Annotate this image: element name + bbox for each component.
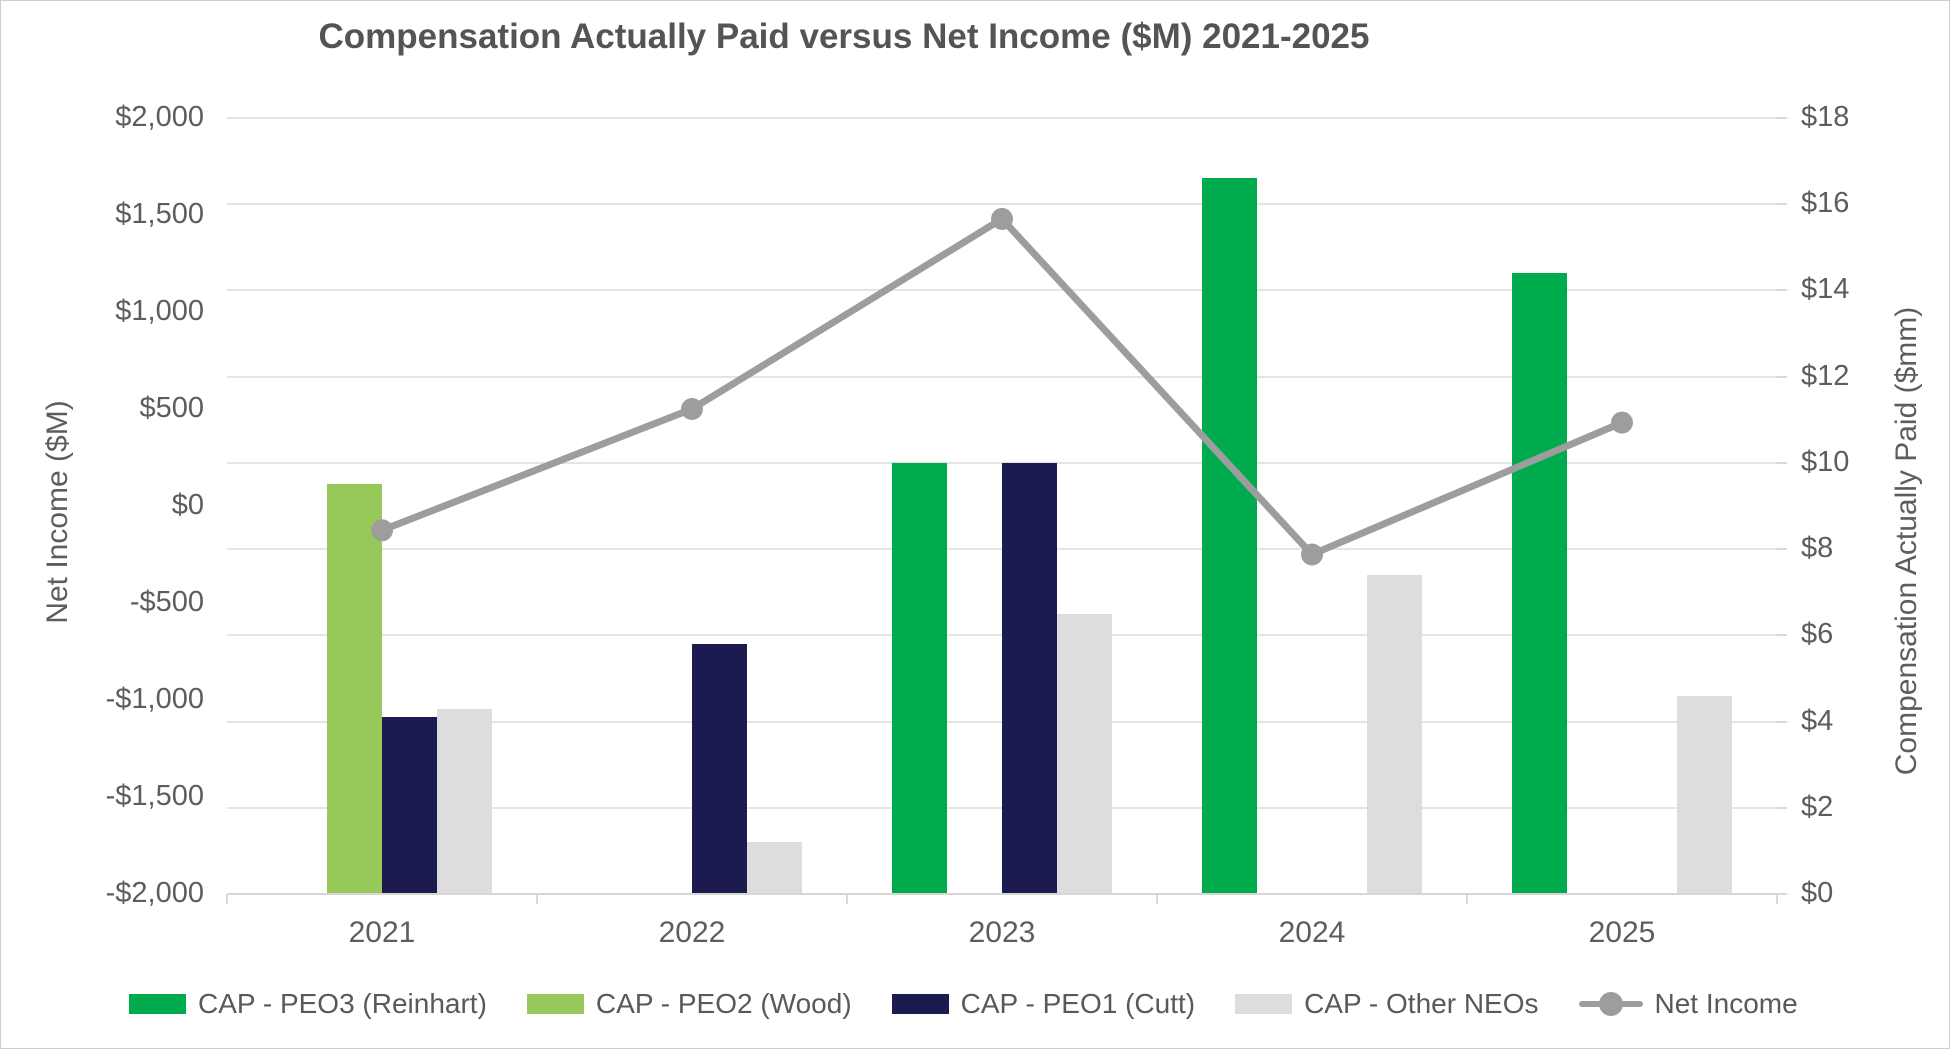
legend-item-cap-peo2-wood[interactable]: CAP - PEO2 (Wood): [526, 988, 852, 1020]
bar-cap-peo1-cutt-2023[interactable]: [1002, 463, 1057, 894]
legend-line-marker-swatch: [1578, 992, 1643, 1016]
x-axis-label: 2023: [968, 916, 1036, 949]
right-axis-tick-mark: [1777, 462, 1787, 464]
x-axis-label: 2021: [348, 916, 416, 949]
right-axis-tick-label: $8: [1801, 532, 1834, 564]
legend-item-net-income[interactable]: Net Income: [1578, 988, 1798, 1020]
right-axis-tick-mark: [1777, 289, 1787, 291]
gridline: [227, 203, 1777, 205]
x-axis-tick-mark: [1156, 894, 1158, 904]
bar-cap-peo3-reinhart-2024[interactable]: [1202, 178, 1257, 894]
right-axis-tick-label: $16: [1801, 187, 1850, 219]
bar-cap-other-neos-2021[interactable]: [437, 709, 492, 894]
plot-area: [227, 117, 1777, 895]
chart-title: Compensation Actually Paid versus Net In…: [318, 17, 1370, 56]
x-axis-label: 2024: [1278, 916, 1346, 949]
right-axis-tick-mark: [1777, 807, 1787, 809]
right-axis-tick-label: $2: [1801, 791, 1834, 823]
left-axis-tick-label: $2,000: [115, 101, 204, 133]
bar-cap-peo3-reinhart-2025[interactable]: [1512, 273, 1567, 894]
left-axis-tick-label: $1,000: [115, 295, 204, 327]
left-axis-tick-label: $0: [171, 489, 204, 521]
bar-cap-other-neos-2023[interactable]: [1057, 614, 1112, 894]
left-axis-tick-label: $500: [139, 392, 204, 424]
net-income-line: [371, 207, 1633, 566]
left-axis-tick-label: -$1,000: [105, 683, 204, 715]
legend-label: CAP - Other NEOs: [1304, 988, 1539, 1019]
right-axis-tick-mark: [1777, 634, 1787, 636]
bar-cap-peo3-reinhart-2023[interactable]: [892, 463, 947, 894]
right-axis-tick-label: $12: [1801, 360, 1850, 392]
gridline: [227, 289, 1777, 291]
right-axis-tick-mark: [1777, 117, 1787, 119]
right-axis-tick-mark: [1777, 203, 1787, 205]
legend-label: CAP - PEO2 (Wood): [595, 988, 852, 1019]
x-axis-tick-mark: [536, 894, 538, 904]
right-axis-tick-label: $6: [1801, 618, 1834, 650]
right-axis-tick-label: $10: [1801, 446, 1850, 478]
x-axis-tick-mark: [846, 894, 848, 904]
legend-item-cap-peo1-cutt[interactable]: CAP - PEO1 (Cutt): [891, 988, 1196, 1020]
x-axis-label: 2022: [658, 916, 726, 949]
legend-color-swatch: [526, 994, 584, 1014]
right-axis-tick-mark: [1777, 893, 1787, 895]
right-axis-tick-mark: [1777, 721, 1787, 723]
left-axis-tick-label: $1,500: [115, 198, 204, 230]
gridline: [227, 117, 1777, 119]
bar-cap-other-neos-2025[interactable]: [1677, 696, 1732, 894]
gridline: [227, 376, 1777, 378]
net-income-marker-2021[interactable]: [371, 519, 393, 542]
left-axis-tick-label: -$2,000: [105, 877, 204, 909]
right-axis-tick-label: $14: [1801, 273, 1850, 305]
x-axis-line: [227, 893, 1777, 895]
bar-cap-peo1-cutt-2022[interactable]: [692, 644, 747, 894]
legend-color-swatch: [1235, 994, 1293, 1014]
legend-label: CAP - PEO1 (Cutt): [960, 988, 1196, 1019]
net-income-marker-2024[interactable]: [1301, 543, 1323, 566]
net-income-polyline: [380, 214, 1624, 559]
legend-color-swatch: [891, 994, 949, 1014]
legend-color-swatch: [129, 994, 186, 1014]
right-axis-tick-mark: [1777, 376, 1787, 378]
legend: CAP - PEO3 (Reinhart) CAP - PEO2 (Wood) CA…: [129, 985, 1798, 1023]
bar-cap-other-neos-2022[interactable]: [747, 842, 802, 894]
left-axis-tick-label: -$1,500: [105, 780, 204, 812]
right-axis-tick-label: $18: [1801, 101, 1850, 133]
left-axis-tick-label: -$500: [129, 586, 204, 618]
bar-cap-other-neos-2024[interactable]: [1367, 575, 1422, 894]
net-income-marker-2022[interactable]: [681, 398, 703, 420]
bar-cap-peo1-cutt-2021[interactable]: [382, 717, 437, 894]
x-axis-tick-mark: [226, 894, 228, 904]
x-axis-tick-mark: [1466, 894, 1468, 904]
x-axis-tick-mark: [1776, 894, 1778, 904]
x-axis-label: 2025: [1588, 916, 1656, 949]
left-axis-title: Net Income ($M): [41, 400, 74, 624]
legend-label: Net Income: [1654, 988, 1798, 1019]
net-income-marker-2023[interactable]: [991, 207, 1013, 230]
legend-item-cap-peo3-reinhart[interactable]: CAP - PEO3 (Reinhart): [129, 988, 487, 1020]
legend-item-cap-other-neos[interactable]: CAP - Other NEOs: [1235, 988, 1539, 1020]
bar-cap-peo2-wood-2021[interactable]: [327, 484, 382, 894]
right-axis-title: Compensation Actually Paid ($mm): [1890, 306, 1923, 776]
right-axis-tick-label: $4: [1801, 705, 1834, 737]
right-axis-tick-mark: [1777, 548, 1787, 550]
right-axis-tick-label: $0: [1801, 877, 1834, 909]
net-income-marker-2025[interactable]: [1611, 411, 1633, 434]
legend-label: CAP - PEO3 (Reinhart): [198, 988, 487, 1019]
